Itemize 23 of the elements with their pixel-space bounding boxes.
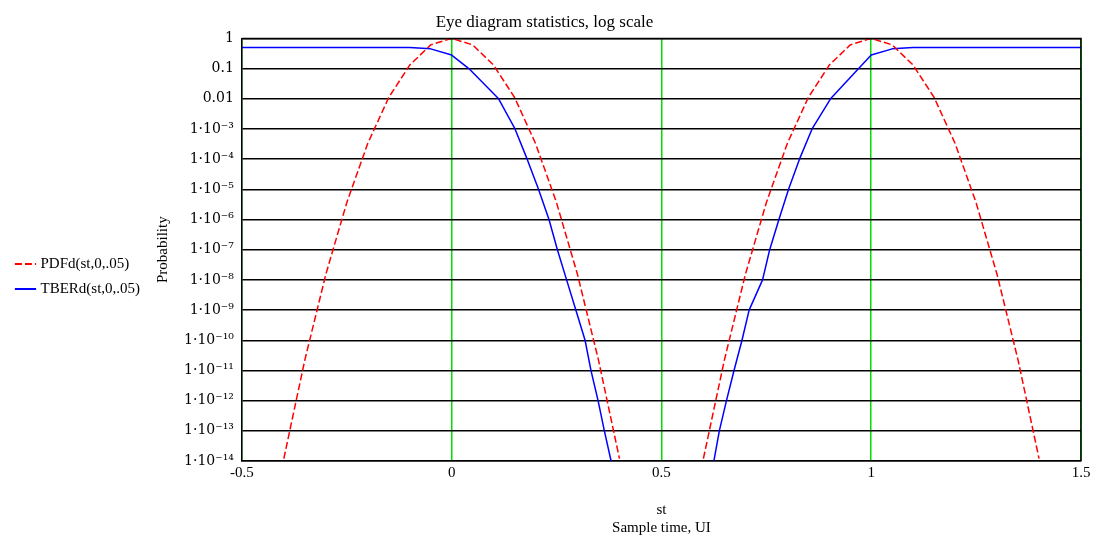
y-axis-title: Probability bbox=[154, 215, 171, 284]
y-tick-label: 1·10⁻¹⁰ bbox=[184, 330, 235, 347]
y-tick-label: 1·10⁻⁵ bbox=[189, 179, 235, 196]
legend-label: PDFd(st,0,.05) bbox=[40, 254, 130, 272]
y-tick-label: 1 bbox=[224, 29, 234, 46]
y-tick-label: 1·10⁻⁷ bbox=[189, 240, 235, 257]
y-tick-label: 1·10⁻³ bbox=[189, 119, 234, 136]
x-tick-label: 1 bbox=[867, 463, 875, 480]
y-tick-label: 1·10⁻⁴ bbox=[189, 149, 235, 166]
x-tick-label: 0.5 bbox=[652, 463, 671, 480]
legend-label: TBERd(st,0,.05) bbox=[40, 279, 141, 297]
y-tick-label: 1·10⁻⁸ bbox=[189, 270, 235, 287]
chart-title: Eye diagram statistics, log scale bbox=[435, 11, 654, 31]
y-tick-label: 1·10⁻⁹ bbox=[189, 300, 235, 317]
x-axis-title: st Sample time, UI bbox=[612, 500, 711, 535]
y-tick-label: 1·10⁻¹³ bbox=[184, 421, 234, 438]
x-tick-label: 1.5 bbox=[1071, 463, 1091, 480]
y-tick-label: 0.1 bbox=[211, 59, 234, 76]
y-tick-label: 1·10⁻⁶ bbox=[189, 210, 235, 227]
y-tick-label: 1·10⁻¹² bbox=[184, 391, 234, 408]
y-tick-label: 0.01 bbox=[202, 89, 234, 106]
x-tick-label: 0 bbox=[447, 463, 456, 480]
y-tick-label: 1·10⁻¹¹ bbox=[184, 361, 234, 378]
